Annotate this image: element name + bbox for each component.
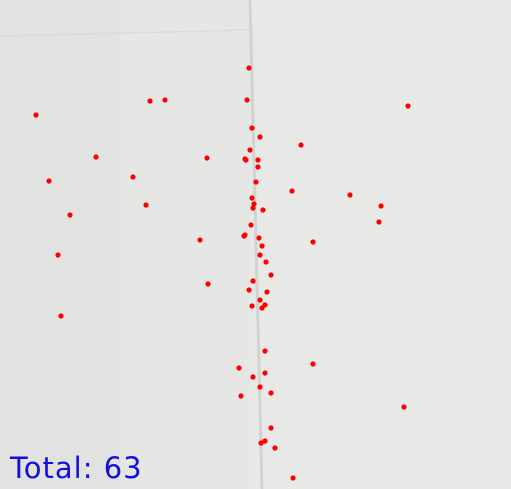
detected-point (259, 243, 265, 249)
detected-point (130, 174, 136, 180)
detected-point (262, 348, 268, 354)
total-count-label: Total: 63 (10, 451, 143, 485)
detected-point (93, 154, 99, 160)
paper-shadow-left (0, 0, 120, 489)
detected-point (197, 237, 203, 243)
detected-point (246, 65, 252, 71)
detected-point (268, 390, 274, 396)
detected-point (248, 222, 254, 228)
detected-point (251, 201, 257, 207)
detected-point (260, 207, 266, 213)
detected-point (256, 235, 262, 241)
detected-point (347, 192, 353, 198)
detected-point (262, 302, 268, 308)
detected-point (262, 370, 268, 376)
detected-point (246, 287, 252, 293)
detected-point (244, 97, 250, 103)
detected-point (253, 179, 259, 185)
detected-point (378, 203, 384, 209)
detected-point (255, 157, 261, 163)
detected-point (401, 404, 407, 410)
detected-point (310, 361, 316, 367)
detected-point (249, 195, 255, 201)
detected-point (33, 112, 39, 118)
detected-point (205, 281, 211, 287)
detected-point (241, 233, 247, 239)
detected-point (250, 205, 256, 211)
detected-point (289, 188, 295, 194)
detected-point (263, 259, 269, 265)
detected-point (257, 297, 263, 303)
detected-point (255, 164, 261, 170)
detected-point (250, 374, 256, 380)
detected-point (247, 147, 253, 153)
detected-point (249, 303, 255, 309)
detected-point (147, 98, 153, 104)
detected-point (310, 239, 316, 245)
detected-point (67, 212, 73, 218)
detected-point (250, 278, 256, 284)
detected-point (162, 97, 168, 103)
detected-point (58, 313, 64, 319)
detected-point (376, 219, 382, 225)
detected-point (262, 438, 268, 444)
detected-point (143, 202, 149, 208)
detected-point (268, 425, 274, 431)
detected-point (204, 155, 210, 161)
detected-point (238, 393, 244, 399)
paper-fold-line (248, 0, 264, 489)
detected-point (257, 252, 263, 258)
detected-point (298, 142, 304, 148)
paper-crease-top (0, 29, 251, 37)
detected-point (257, 384, 263, 390)
detected-point (55, 252, 61, 258)
detected-point (258, 440, 264, 446)
detected-point (236, 365, 242, 371)
detected-point (272, 445, 278, 451)
detected-point (249, 125, 255, 131)
detected-point (290, 475, 296, 481)
detected-point (264, 289, 270, 295)
paper-panel-middle (120, 0, 250, 489)
detected-point (257, 134, 263, 140)
detected-point (46, 178, 52, 184)
detected-point (268, 272, 274, 278)
detected-points (33, 65, 411, 481)
detected-point (405, 103, 411, 109)
detected-point (243, 157, 249, 163)
